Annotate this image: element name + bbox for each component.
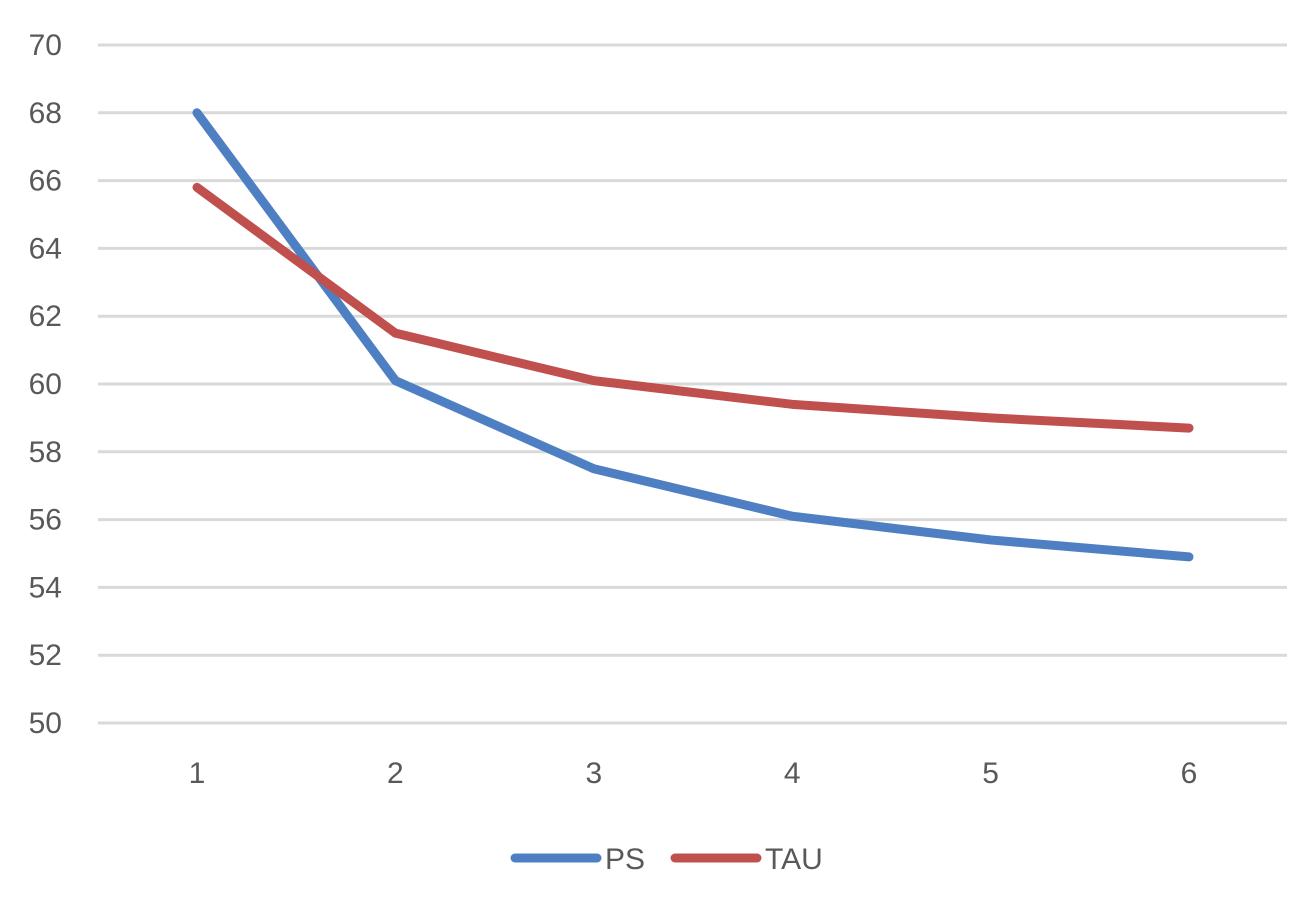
x-tick-label: 1 xyxy=(189,757,206,790)
legend: PS TAU xyxy=(515,843,823,876)
x-tick-label: 2 xyxy=(387,757,404,790)
y-tick-label: 68 xyxy=(29,97,62,130)
gridlines xyxy=(98,45,1287,723)
y-tick-label: 56 xyxy=(29,504,62,537)
y-axis-tick-labels: 50 52 54 56 58 60 62 64 66 68 70 xyxy=(29,29,62,740)
legend-label-ps: PS xyxy=(605,843,645,876)
y-tick-label: 66 xyxy=(29,165,62,198)
y-tick-label: 58 xyxy=(29,436,62,469)
x-axis-tick-labels: 1 2 3 4 5 6 xyxy=(189,757,1198,790)
y-tick-label: 54 xyxy=(29,571,62,604)
x-tick-label: 5 xyxy=(982,757,999,790)
x-tick-label: 3 xyxy=(585,757,602,790)
legend-label-tau: TAU xyxy=(765,843,823,876)
y-tick-label: 70 xyxy=(29,29,62,62)
y-tick-label: 64 xyxy=(29,232,62,265)
y-tick-label: 62 xyxy=(29,300,62,333)
x-tick-label: 4 xyxy=(784,757,801,790)
y-tick-label: 60 xyxy=(29,368,62,401)
x-tick-label: 6 xyxy=(1181,757,1198,790)
y-tick-label: 50 xyxy=(29,707,62,740)
y-tick-label: 52 xyxy=(29,639,62,672)
